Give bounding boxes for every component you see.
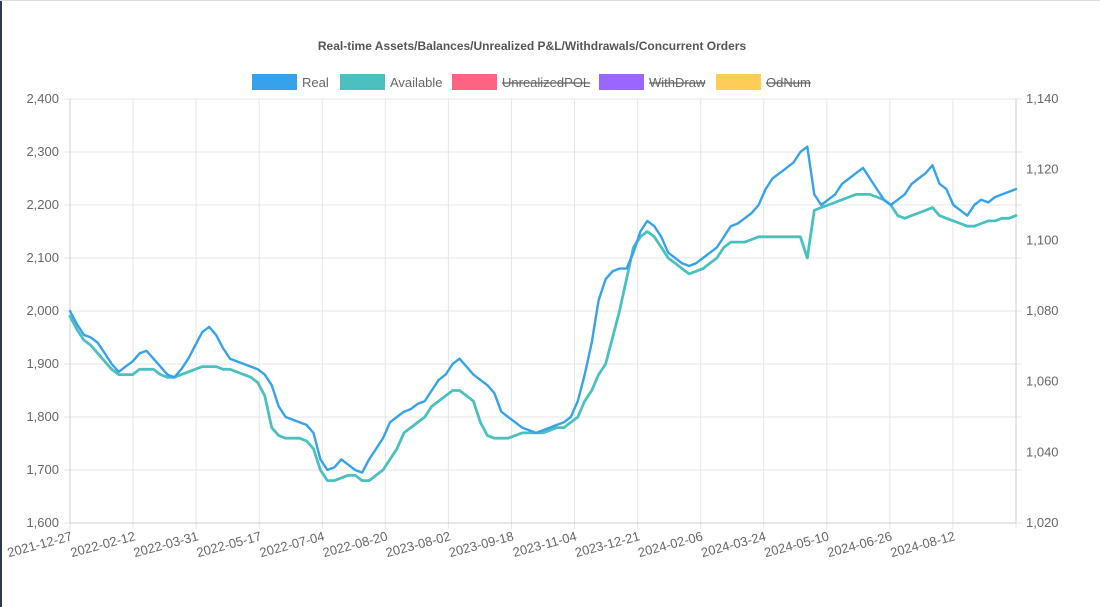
y-left-tick-label: 2,300 bbox=[26, 144, 59, 159]
x-tick-label: 2022-08-20 bbox=[321, 528, 389, 560]
legend-label-available[interactable]: Available bbox=[390, 75, 443, 90]
legend-label-real[interactable]: Real bbox=[302, 75, 329, 90]
x-tick-label: 2022-02-12 bbox=[69, 528, 137, 560]
y-left-tick-label: 2,000 bbox=[26, 303, 59, 318]
legend: Real Available UnrealizedPOL WithDraw OdNum bbox=[252, 74, 811, 90]
y-left-tick-label: 1,800 bbox=[26, 409, 59, 424]
legend-label-withdraw[interactable]: WithDraw bbox=[649, 75, 706, 90]
legend-swatch-real[interactable] bbox=[252, 74, 297, 90]
y-right-tick-label: 1,080 bbox=[1026, 303, 1059, 318]
y-left-tick-label: 2,100 bbox=[26, 250, 59, 265]
x-tick-label: 2024-05-10 bbox=[762, 528, 830, 560]
x-tick-label: 2022-03-31 bbox=[132, 528, 200, 560]
y-left-tick-label: 1,700 bbox=[26, 462, 59, 477]
y-left-tick-label: 1,600 bbox=[26, 515, 59, 530]
x-tick-label: 2023-12-21 bbox=[573, 528, 641, 560]
y-left-tick-label: 2,200 bbox=[26, 197, 59, 212]
x-tick-label: 2024-06-26 bbox=[826, 528, 894, 560]
y-right-tick-label: 1,040 bbox=[1026, 444, 1059, 459]
legend-swatch-available[interactable] bbox=[340, 74, 385, 90]
y-right-tick-label: 1,140 bbox=[1026, 91, 1059, 106]
grid bbox=[64, 98, 1022, 529]
x-tick-label: 2023-11-04 bbox=[511, 528, 578, 559]
top-divider bbox=[0, 0, 1100, 1]
y-right-tick-label: 1,060 bbox=[1026, 374, 1059, 389]
y-left-tick-label: 2,400 bbox=[26, 91, 59, 106]
legend-swatch-odnum[interactable] bbox=[716, 74, 761, 90]
x-tick-label: 2023-09-18 bbox=[447, 528, 515, 560]
legend-swatch-withdraw[interactable] bbox=[599, 74, 644, 90]
y-right-tick-label: 1,020 bbox=[1026, 515, 1059, 530]
series-lines bbox=[68, 145, 1018, 482]
legend-label-unrealizedpol[interactable]: UnrealizedPOL bbox=[502, 75, 590, 90]
tick-labels: 1,600 1,700 1,800 1,900 2,000 2,100 2,200 2,300… bbox=[6, 91, 1059, 560]
legend-swatch-unrealizedpol[interactable] bbox=[452, 74, 497, 90]
legend-label-odnum[interactable]: OdNum bbox=[766, 75, 811, 90]
x-tick-label: 2023-08-02 bbox=[384, 528, 452, 560]
y-left-tick-label: 1,900 bbox=[26, 356, 59, 371]
x-tick-label: 2024-02-06 bbox=[636, 528, 704, 560]
chart-title: Real-time Assets/Balances/Unrealized P&L… bbox=[318, 39, 747, 53]
x-tick-label: 2024-03-24 bbox=[699, 528, 767, 560]
x-tick-label: 2021-12-27 bbox=[6, 528, 74, 560]
series-line-available bbox=[68, 193, 1018, 482]
series-line-real bbox=[68, 145, 1018, 474]
x-tick-label: 2022-07-04 bbox=[258, 528, 326, 560]
x-tick-label: 2024-08-12 bbox=[889, 528, 957, 560]
y-right-tick-label: 1,100 bbox=[1026, 232, 1059, 247]
y-right-tick-label: 1,120 bbox=[1026, 162, 1059, 177]
x-tick-label: 2022-05-17 bbox=[195, 528, 263, 560]
